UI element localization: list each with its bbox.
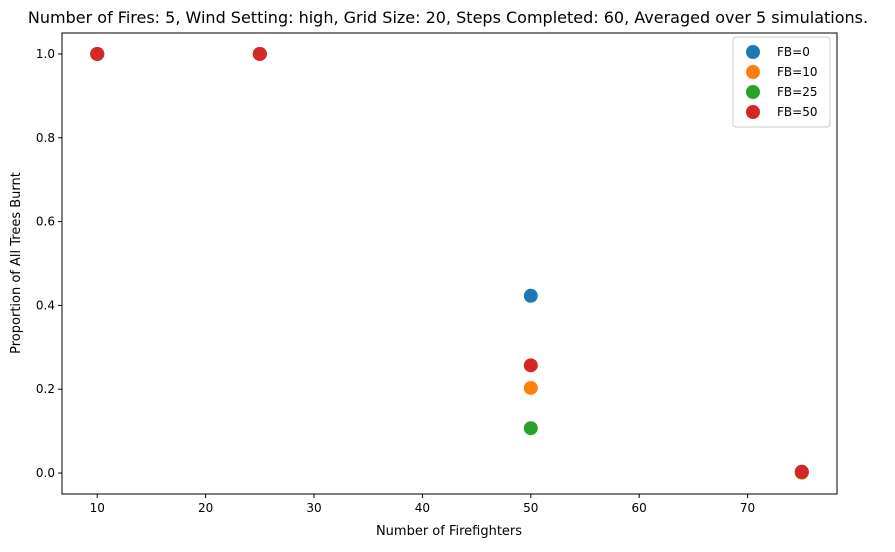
x-tick-label: 20 — [198, 501, 213, 515]
x-axis-label: Number of Firefighters — [376, 524, 522, 539]
y-tick-label: 0.6 — [36, 215, 55, 229]
data-point — [523, 421, 538, 436]
legend-marker — [746, 85, 760, 99]
data-point — [523, 380, 538, 395]
y-axis-label: Proportion of All Trees Burnt — [9, 172, 24, 354]
x-tick-label: 40 — [415, 501, 430, 515]
plot-area: 10 20 30 40 50 60 70 0.0 0.2 0.4 0.6 0.8 1.0 — [36, 32, 838, 515]
legend: FB=0 FB=10 FB=25 FB=50 — [732, 36, 831, 128]
plot-frame — [61, 32, 838, 495]
chart-title: Number of Fires: 5, Wind Setting: high, … — [28, 8, 868, 27]
legend-label: FB=0 — [777, 45, 810, 59]
y-tick-label: 0.2 — [36, 382, 55, 396]
x-tick-label: 10 — [90, 501, 105, 515]
data-point — [523, 288, 538, 303]
legend-label: FB=10 — [777, 65, 817, 79]
x-tick-label: 30 — [306, 501, 321, 515]
y-tick-label: 0.8 — [36, 131, 55, 145]
legend-label: FB=50 — [777, 105, 817, 119]
legend-label: FB=25 — [777, 85, 817, 99]
x-tick-label: 50 — [523, 501, 538, 515]
data-point — [794, 464, 809, 479]
legend-marker — [746, 105, 760, 119]
x-tick-label: 60 — [632, 501, 647, 515]
x-tick-label: 70 — [740, 501, 755, 515]
data-point — [523, 358, 538, 373]
y-tick-label: 0.0 — [36, 466, 55, 480]
legend-frame — [732, 36, 831, 128]
data-point — [252, 46, 267, 61]
legend-marker — [746, 45, 760, 59]
y-tick-label: 0.4 — [36, 298, 55, 312]
data-point — [90, 46, 105, 61]
legend-marker — [746, 65, 760, 79]
y-tick-label: 1.0 — [36, 47, 55, 61]
